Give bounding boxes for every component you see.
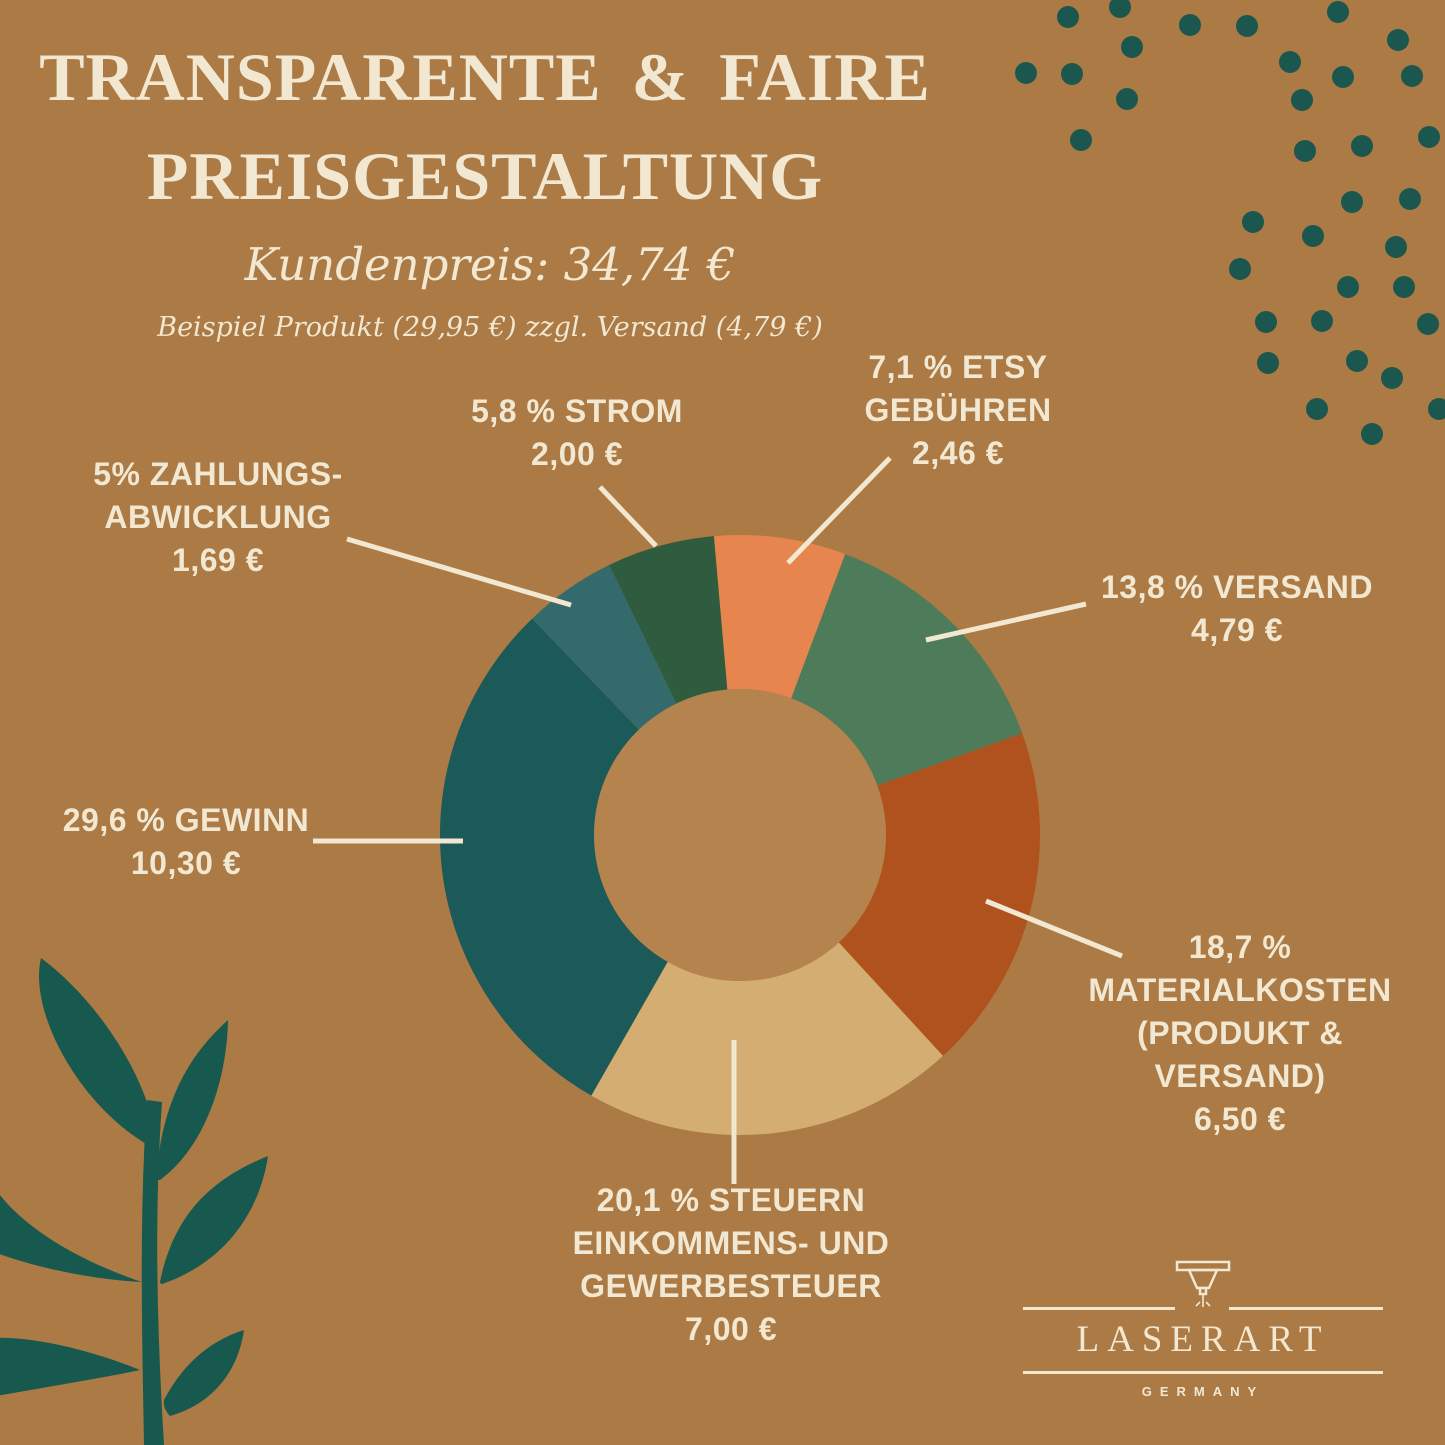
plant-leaf — [156, 1020, 228, 1180]
plant-leaf — [39, 958, 156, 1148]
plant-leaf — [160, 1156, 268, 1284]
decoration-dot — [1393, 276, 1415, 298]
decoration-dot — [1057, 6, 1079, 28]
donut-segment-steuern — [591, 942, 943, 1136]
label-payment-processing: 5% ZAHLUNGS- ABWICKLUNG 1,69 € — [93, 456, 343, 578]
laser-engraver-icon — [1175, 1260, 1231, 1307]
logo-rule-right — [1229, 1307, 1383, 1310]
decoration-dot — [1229, 258, 1251, 280]
decoration-dot — [1121, 36, 1143, 58]
decoration-dot — [1061, 63, 1083, 85]
label-shipping: 13,8 % VERSAND 4,79 € — [1101, 569, 1373, 648]
plant-illustration — [0, 958, 268, 1445]
decoration-dot — [1428, 398, 1445, 420]
plant-leaf — [0, 1195, 142, 1282]
logo-rule-left — [1023, 1307, 1175, 1310]
logo-rule-bottom — [1023, 1371, 1383, 1374]
leader-lines — [313, 456, 1123, 1184]
leader-line-versand — [925, 601, 1087, 643]
page-title: TRANSPARENTE & FAIRE PREISGESTALTUNG — [0, 28, 970, 226]
decoration-dot — [1417, 313, 1439, 335]
decoration-dot — [1337, 276, 1359, 298]
page-title-line1: TRANSPARENTE & FAIRE — [39, 39, 931, 115]
label-profit: 29,6 % GEWINN 10,30 € — [62, 802, 310, 881]
decoration-dot — [1116, 88, 1138, 110]
decoration-dot — [1015, 62, 1037, 84]
leader-line-strom — [598, 485, 658, 548]
decoration-dot — [1341, 191, 1363, 213]
donut-hole — [594, 689, 886, 981]
donut-segment-strom — [609, 536, 728, 704]
decoration-dot — [1311, 310, 1333, 332]
label-electricity: 5,8 % STROM 2,00 € — [471, 393, 683, 472]
label-material-costs: 18,7 % MATERIALKOSTEN (PRODUKT & VERSAND… — [1088, 929, 1392, 1137]
decoration-dot — [1242, 211, 1264, 233]
decoration-dot — [1070, 129, 1092, 151]
plant-stem — [141, 1100, 164, 1445]
logo-brand-name: LASERART — [1076, 1319, 1330, 1360]
leader-line-zahlung — [346, 536, 572, 608]
decoration-dot — [1361, 423, 1383, 445]
donut-segment-versand — [791, 554, 1023, 786]
decoration-dot — [1401, 65, 1423, 87]
decoration-dot — [1109, 0, 1131, 18]
plant-leaf — [163, 1330, 244, 1416]
label-etsy-fees: 7,1 % ETSY GEBÜHREN 2,46 € — [864, 349, 1052, 471]
decoration-dot — [1381, 367, 1403, 389]
decoration-dot — [1279, 51, 1301, 73]
decoration-dot — [1255, 311, 1277, 333]
logo-country-text: GERMANY — [1141, 1384, 1265, 1399]
decoration-dot — [1332, 66, 1354, 88]
decoration-dot — [1327, 1, 1349, 23]
decoration-dot — [1351, 135, 1373, 157]
page-title-line2: PREISGESTALTUNG — [146, 138, 824, 214]
decoration-dot — [1385, 236, 1407, 258]
decoration-dot — [1387, 29, 1409, 51]
example-price-text: Beispiel Produkt (29,95 €) zzgl. Versand… — [157, 312, 823, 343]
decoration-dot — [1257, 352, 1279, 374]
decoration-dot — [1302, 225, 1324, 247]
leader-line-material — [985, 898, 1123, 959]
donut-segment-gewinn — [439, 618, 668, 1096]
decoration-dot — [1399, 188, 1421, 210]
decoration-dot — [1346, 350, 1368, 372]
donut-segment-etsy — [713, 534, 846, 699]
plant-leaf — [0, 1337, 140, 1396]
decoration-dot — [1236, 15, 1258, 37]
leader-line-etsy — [786, 456, 892, 565]
donut-segment-material — [838, 733, 1041, 1056]
dot-pattern-decoration — [1015, 0, 1445, 445]
donut-chart — [439, 534, 1041, 1136]
brand-logo: LASERART GERMANY — [1023, 1252, 1383, 1412]
label-taxes: 20,1 % STEUERN EINKOMMENS- UND GEWERBEST… — [572, 1182, 890, 1347]
customer-price-text: Kundenpreis: 34,74 € — [244, 238, 736, 291]
decoration-dot — [1306, 398, 1328, 420]
decoration-dot — [1294, 140, 1316, 162]
decoration-dot — [1418, 126, 1440, 148]
decoration-dot — [1291, 89, 1313, 111]
decoration-dot — [1179, 14, 1201, 36]
